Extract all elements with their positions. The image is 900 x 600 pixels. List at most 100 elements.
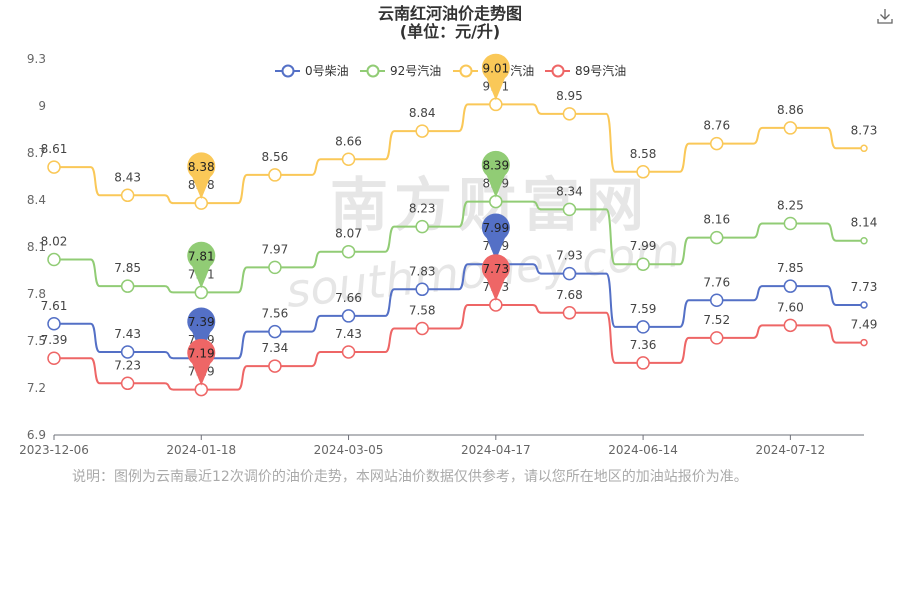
data-point[interactable] <box>860 301 868 309</box>
data-label: 7.85 <box>777 261 804 275</box>
data-label: 8.56 <box>262 150 289 164</box>
pin-shape <box>481 150 510 198</box>
data-label: 7.39 <box>41 333 68 347</box>
data-point[interactable] <box>120 279 135 293</box>
data-label: 7.59 <box>630 302 657 316</box>
legend-item[interactable]: 92号汽油 <box>360 63 441 78</box>
data-point[interactable] <box>562 306 577 320</box>
data-point[interactable] <box>341 152 356 167</box>
pin-shape <box>481 254 510 301</box>
legend-swatch-marker <box>366 64 380 78</box>
data-label: 8.66 <box>335 134 362 148</box>
data-point[interactable] <box>341 244 356 259</box>
pin-marker: 7.19 <box>187 338 216 386</box>
y-tick-label: 8.1 <box>27 240 46 254</box>
data-point[interactable] <box>47 351 61 365</box>
data-label: 7.61 <box>41 299 68 313</box>
data-point[interactable] <box>341 345 356 359</box>
data-point[interactable] <box>120 345 135 359</box>
data-label: 7.52 <box>703 313 730 327</box>
data-point[interactable] <box>636 257 650 271</box>
data-point[interactable] <box>860 236 868 245</box>
y-tick-label: 6.9 <box>27 428 46 442</box>
data-label: 8.07 <box>335 227 362 241</box>
pin-marker: 7.81 <box>187 241 216 289</box>
pin-label: 8.38 <box>188 160 215 174</box>
y-tick-label: 9 <box>38 99 46 113</box>
data-point[interactable] <box>860 338 868 347</box>
chart-subtitle: (单位：元/升) <box>399 22 501 41</box>
x-tick-label: 2024-03-05 <box>314 443 384 457</box>
data-label: 7.58 <box>409 303 436 317</box>
data-label: 8.76 <box>703 119 730 133</box>
legend-swatch-marker <box>551 64 565 78</box>
data-point[interactable] <box>860 144 868 153</box>
data-point[interactable] <box>268 359 282 373</box>
data-point[interactable] <box>783 121 798 135</box>
pin-marker: 7.39 <box>187 307 216 355</box>
data-point[interactable] <box>47 317 61 331</box>
data-point[interactable] <box>783 279 798 293</box>
data-label: 8.58 <box>630 147 657 161</box>
data-label: 7.34 <box>262 341 289 355</box>
data-point[interactable] <box>636 165 650 179</box>
x-tick-label: 2024-06-14 <box>608 443 678 457</box>
data-label: 8.95 <box>556 89 583 103</box>
pin-label: 7.99 <box>482 221 509 235</box>
data-point[interactable] <box>562 107 577 121</box>
data-point[interactable] <box>47 252 61 267</box>
data-point[interactable] <box>783 216 798 231</box>
data-point[interactable] <box>562 202 577 217</box>
pin-label: 7.19 <box>188 347 215 361</box>
pin-label: 7.39 <box>188 315 215 329</box>
data-point[interactable] <box>47 160 61 174</box>
data-point[interactable] <box>636 320 650 334</box>
series-line <box>54 263 864 360</box>
legend-item[interactable]: 89号汽油 <box>545 63 626 78</box>
pin-marker: 7.73 <box>481 254 510 301</box>
pin-marker: 8.38 <box>187 152 216 200</box>
data-point[interactable] <box>415 124 429 138</box>
data-point[interactable] <box>415 219 429 234</box>
data-point[interactable] <box>709 331 724 345</box>
y-tick-label: 9.3 <box>27 52 46 66</box>
data-point[interactable] <box>120 188 135 203</box>
data-point[interactable] <box>268 260 282 275</box>
y-tick-label: 7.2 <box>27 381 46 395</box>
data-label: 8.73 <box>851 123 878 137</box>
data-label: 7.99 <box>630 239 657 253</box>
pins-layer: 7.99 7.39 8.39 7.81 9.01 8.38 7.73 7.19 <box>187 53 510 386</box>
data-point[interactable] <box>415 321 429 336</box>
data-label: 7.85 <box>114 261 141 275</box>
data-point[interactable] <box>636 356 650 370</box>
data-label: 7.68 <box>556 288 583 302</box>
data-label: 7.43 <box>335 327 362 341</box>
data-label: 7.93 <box>556 249 583 263</box>
data-point[interactable] <box>120 376 135 391</box>
data-label: 7.23 <box>114 358 141 372</box>
pin-marker: 8.39 <box>481 150 510 198</box>
data-point[interactable] <box>268 324 282 339</box>
data-label: 8.61 <box>41 142 68 156</box>
axes: 6.9 7.2 7.5 7.8 8.1 8.4 8.7 9 9.3 2023-12-06 2024-… <box>19 52 864 457</box>
legend: 0号柴油92号汽油95号汽油89号汽油 <box>275 63 626 78</box>
data-label: 7.73 <box>851 280 878 294</box>
data-point[interactable] <box>709 136 724 151</box>
legend-swatch-marker <box>281 64 295 78</box>
data-label: 8.14 <box>851 216 878 230</box>
y-tick-label: 7.8 <box>27 287 46 301</box>
pin-shape <box>481 53 510 101</box>
data-point[interactable] <box>709 293 724 308</box>
y-tick-label: 8.7 <box>27 146 46 160</box>
legend-item[interactable]: 0号柴油 <box>275 64 349 78</box>
x-tick-label: 2024-04-17 <box>461 443 531 457</box>
data-point[interactable] <box>562 266 577 281</box>
data-label: 7.36 <box>630 338 657 352</box>
download-icon[interactable] <box>876 7 894 25</box>
pin-marker: 7.99 <box>481 213 510 261</box>
data-point[interactable] <box>415 282 429 297</box>
data-point[interactable] <box>783 318 798 333</box>
data-point[interactable] <box>709 230 724 245</box>
data-point[interactable] <box>268 168 282 182</box>
data-point[interactable] <box>341 309 356 323</box>
